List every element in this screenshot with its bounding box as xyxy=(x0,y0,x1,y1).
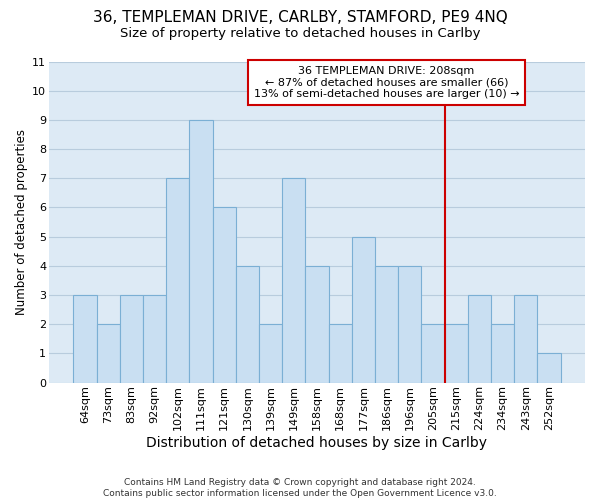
Bar xyxy=(398,266,421,382)
Bar xyxy=(190,120,212,382)
Bar xyxy=(259,324,282,382)
Text: 36, TEMPLEMAN DRIVE, CARLBY, STAMFORD, PE9 4NQ: 36, TEMPLEMAN DRIVE, CARLBY, STAMFORD, P… xyxy=(92,10,508,25)
Bar xyxy=(491,324,514,382)
Text: 36 TEMPLEMAN DRIVE: 208sqm
← 87% of detached houses are smaller (66)
13% of semi: 36 TEMPLEMAN DRIVE: 208sqm ← 87% of deta… xyxy=(254,66,520,99)
Y-axis label: Number of detached properties: Number of detached properties xyxy=(15,129,28,315)
Bar xyxy=(236,266,259,382)
X-axis label: Distribution of detached houses by size in Carlby: Distribution of detached houses by size … xyxy=(146,436,487,450)
Bar xyxy=(352,236,375,382)
Bar xyxy=(445,324,468,382)
Bar xyxy=(468,295,491,382)
Bar xyxy=(305,266,329,382)
Text: Contains HM Land Registry data © Crown copyright and database right 2024.
Contai: Contains HM Land Registry data © Crown c… xyxy=(103,478,497,498)
Bar xyxy=(375,266,398,382)
Bar xyxy=(73,295,97,382)
Bar xyxy=(421,324,445,382)
Bar xyxy=(329,324,352,382)
Text: Size of property relative to detached houses in Carlby: Size of property relative to detached ho… xyxy=(120,28,480,40)
Bar xyxy=(120,295,143,382)
Bar xyxy=(282,178,305,382)
Bar xyxy=(538,354,560,382)
Bar xyxy=(97,324,120,382)
Bar xyxy=(143,295,166,382)
Bar xyxy=(514,295,538,382)
Bar xyxy=(166,178,190,382)
Bar xyxy=(212,208,236,382)
